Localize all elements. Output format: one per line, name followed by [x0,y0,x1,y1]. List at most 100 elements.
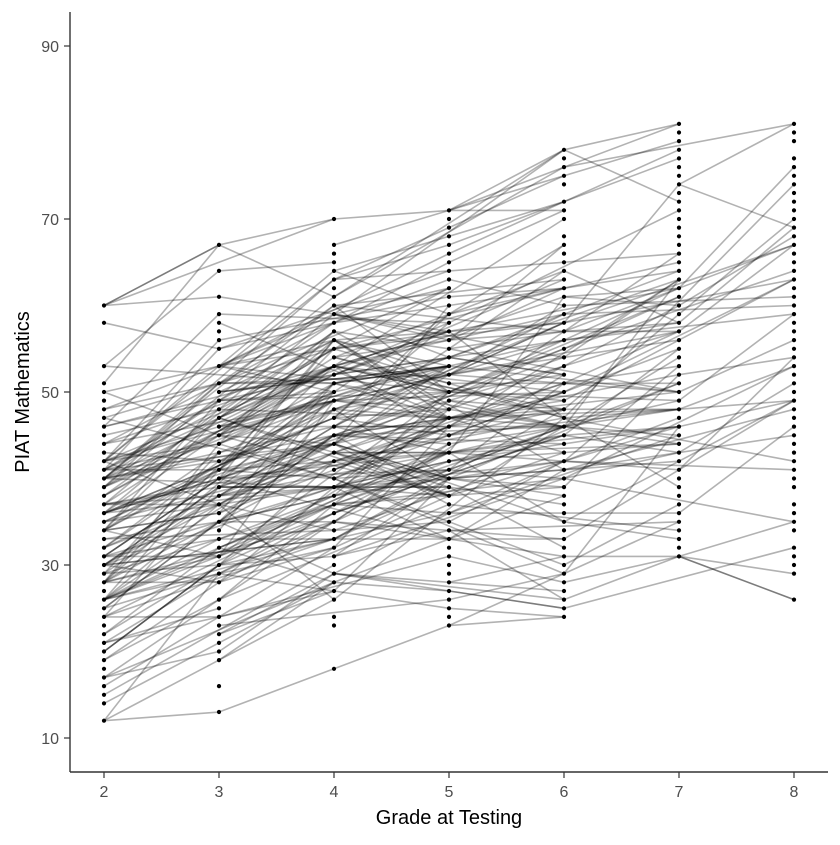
trajectory-line [218,451,450,497]
trajectory-lines [103,123,795,722]
data-point [216,528,222,533]
data-point [791,320,797,325]
data-point [561,329,567,334]
data-point [446,580,452,585]
data-point [561,277,567,282]
data-point [791,510,797,516]
data-point [561,407,567,412]
trajectory-line [218,391,335,445]
data-point [331,510,337,516]
data-point [791,277,797,282]
trajectory-line [103,495,220,575]
data-point [561,173,567,178]
data-point [561,234,567,239]
trajectory-line [448,365,795,411]
data-point [561,199,567,204]
trajectory-line [218,581,565,661]
data-point [446,415,452,420]
data-point [561,147,567,152]
data-point [561,493,567,498]
data-point [676,450,682,455]
data-point [101,502,107,507]
data-point [446,441,452,446]
data-point [216,346,222,351]
data-point [561,320,567,325]
data-point [561,614,567,620]
data-point [216,329,222,334]
data-point [561,338,567,343]
data-point [216,597,222,602]
trajectory-line [103,391,565,549]
data-point [216,407,222,412]
data-point [791,156,797,161]
data-point [791,562,797,568]
trajectory-line [333,356,795,419]
data-point [446,597,452,602]
data-point [561,260,567,265]
data-point [561,580,567,585]
data-point [561,571,567,576]
trajectory-line [333,149,565,315]
data-point [331,294,337,299]
data-point [216,536,222,542]
trajectory-line [218,399,335,437]
data-point [216,632,222,637]
x-tick-label: 3 [215,784,224,801]
data-point [791,268,797,273]
trajectory-line [103,711,220,722]
trajectory-line [103,365,450,480]
data-point [446,268,452,273]
data-point [331,372,337,377]
data-point [216,640,222,646]
data-point [446,372,452,377]
data-point [331,260,337,265]
data-point [101,536,107,542]
data-point [791,303,797,308]
trajectory-line [103,339,450,523]
data-point [216,338,222,343]
data-point [331,536,337,542]
data-point [791,294,797,299]
data-point [676,441,682,446]
data-point [216,658,222,663]
data-point [791,173,797,178]
data-point [331,614,337,620]
data-point [331,242,337,247]
data-point [676,320,682,325]
data-point [676,407,682,412]
data-point [216,433,222,438]
data-point [676,502,682,507]
data-point [676,156,682,161]
data-point [216,493,222,498]
trajectory-line [333,391,450,497]
data-point [561,398,567,403]
trajectory-line [103,486,220,618]
data-point [676,355,682,360]
data-point [676,251,682,256]
data-point [446,312,452,317]
data-point [561,536,567,542]
trajectory-line [218,486,335,583]
trajectory-line [218,218,335,246]
data-point [101,614,107,620]
y-axis-title: PIAT Mathematics [12,311,34,473]
data-point [331,329,337,334]
data-point [561,346,567,351]
data-point [561,251,567,256]
data-point [791,597,797,602]
data-point [331,450,337,455]
data-point [791,407,797,412]
data-point [446,433,452,438]
data-point [676,242,682,247]
trajectory-line [218,365,795,480]
data-point [561,441,567,446]
data-point [676,381,682,386]
trajectory-line [103,572,565,618]
data-point [101,467,107,472]
data-point [676,312,682,317]
trajectory-line [103,356,565,437]
data-point [676,485,682,490]
data-point [446,476,452,481]
trajectory-line [103,244,220,307]
data-point [791,528,797,533]
